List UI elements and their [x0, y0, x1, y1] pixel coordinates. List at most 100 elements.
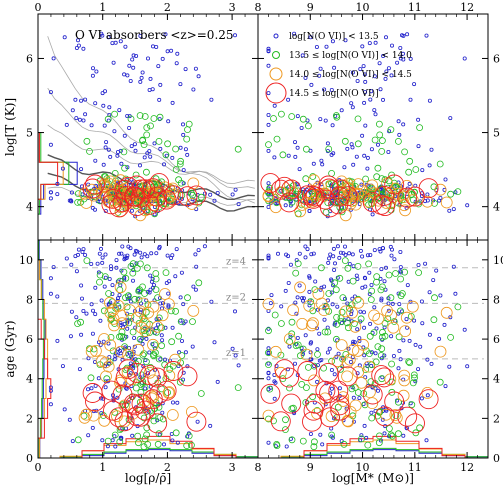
data-point-blue: [99, 411, 104, 416]
data-point-blue: [355, 371, 360, 376]
data-point-green: [176, 378, 184, 386]
y-tick-label: 5: [26, 127, 33, 140]
data-point-blue: [62, 35, 67, 40]
data-point-blue: [117, 293, 122, 298]
data-point-blue: [337, 386, 342, 391]
data-point-blue: [288, 262, 293, 267]
data-point-green: [143, 131, 151, 139]
data-point-orange: [341, 356, 354, 369]
data-point-green: [354, 389, 362, 396]
data-point-blue: [132, 252, 137, 257]
data-point-green: [401, 268, 409, 276]
data-point-red: [131, 179, 152, 200]
data-point-blue: [139, 75, 144, 80]
data-point-green: [183, 442, 191, 450]
data-point-blue: [195, 419, 200, 424]
data-point-blue: [416, 117, 421, 122]
data-point-green: [350, 320, 358, 328]
data-point-blue: [79, 283, 84, 288]
data-point-blue: [423, 261, 428, 266]
data-point-blue: [438, 293, 443, 298]
data-point-blue: [129, 208, 134, 213]
data-point-orange: [351, 344, 364, 357]
data-point-blue: [325, 141, 330, 146]
data-point-blue: [89, 123, 94, 128]
data-point-blue: [295, 145, 300, 150]
data-point-blue: [69, 190, 74, 195]
data-point-blue: [118, 322, 123, 327]
data-point-blue: [425, 357, 430, 362]
data-point-blue: [125, 253, 130, 258]
data-point-blue: [328, 252, 333, 257]
data-point-orange: [339, 305, 352, 318]
data-point-blue: [351, 339, 356, 344]
data-point-green: [134, 432, 142, 440]
data-point-green: [136, 260, 144, 268]
data-point-blue: [365, 166, 370, 171]
data-point-blue: [103, 252, 108, 257]
x-tick-label: 3: [229, 1, 236, 14]
data-point-green: [164, 140, 172, 148]
data-point-green: [317, 264, 325, 272]
data-point-green: [378, 345, 386, 353]
data-point-red: [177, 186, 198, 207]
data-point-green: [431, 294, 438, 302]
data-point-red: [147, 413, 168, 434]
data-point-blue: [62, 407, 67, 412]
data-point-blue: [160, 410, 165, 415]
data-point-orange: [387, 321, 400, 334]
data-point-blue: [83, 112, 88, 117]
data-point-green: [409, 379, 417, 387]
data-point-blue: [362, 353, 367, 358]
data-point-blue: [194, 264, 199, 269]
data-point-red: [101, 194, 122, 215]
data-point-blue: [236, 202, 241, 207]
data-point-green: [121, 164, 128, 172]
data-point-blue: [81, 247, 86, 252]
data-point-orange: [303, 186, 316, 199]
data-point-red: [126, 362, 147, 383]
data-point-green: [265, 327, 272, 335]
data-point-blue: [120, 244, 125, 249]
data-point-orange: [347, 343, 360, 356]
data-point-blue: [319, 158, 324, 163]
data-point-green: [361, 401, 369, 409]
data-point-blue: [358, 67, 363, 72]
data-point-blue: [215, 190, 220, 195]
data-point-blue: [145, 254, 150, 259]
data-point-blue: [124, 255, 129, 260]
data-point-green: [288, 113, 296, 120]
data-point-blue: [315, 347, 320, 352]
legend-marker: [273, 33, 279, 39]
y-tick-label: 4: [26, 373, 33, 386]
data-point-blue: [181, 302, 186, 307]
data-point-red: [384, 391, 405, 412]
data-point-blue: [322, 87, 327, 92]
data-point-blue: [170, 100, 175, 105]
data-point-blue: [150, 44, 155, 49]
data-point-blue: [167, 279, 172, 284]
data-point-green: [436, 378, 444, 386]
data-point-blue: [275, 251, 280, 256]
data-point-blue: [331, 254, 336, 259]
data-point-blue: [315, 379, 320, 384]
data-point-orange: [98, 414, 111, 427]
data-point-blue: [134, 54, 139, 59]
data-point-green: [344, 324, 352, 332]
y-tick-label: 0: [26, 452, 33, 465]
data-point-orange: [147, 391, 160, 404]
data-point-blue: [335, 304, 340, 309]
data-point-blue: [48, 142, 53, 147]
data-point-green: [120, 148, 128, 156]
data-point-blue: [368, 97, 373, 102]
data-point-blue: [305, 247, 310, 252]
data-point-blue: [357, 396, 362, 401]
data-point-green: [177, 318, 185, 325]
y-tick-label: 6: [493, 333, 500, 346]
data-point-orange: [398, 191, 411, 204]
data-point-blue: [90, 73, 95, 78]
data-point-red: [186, 411, 207, 432]
data-point-blue: [332, 65, 337, 70]
data-point-green: [394, 398, 402, 406]
data-point-blue: [360, 254, 365, 259]
